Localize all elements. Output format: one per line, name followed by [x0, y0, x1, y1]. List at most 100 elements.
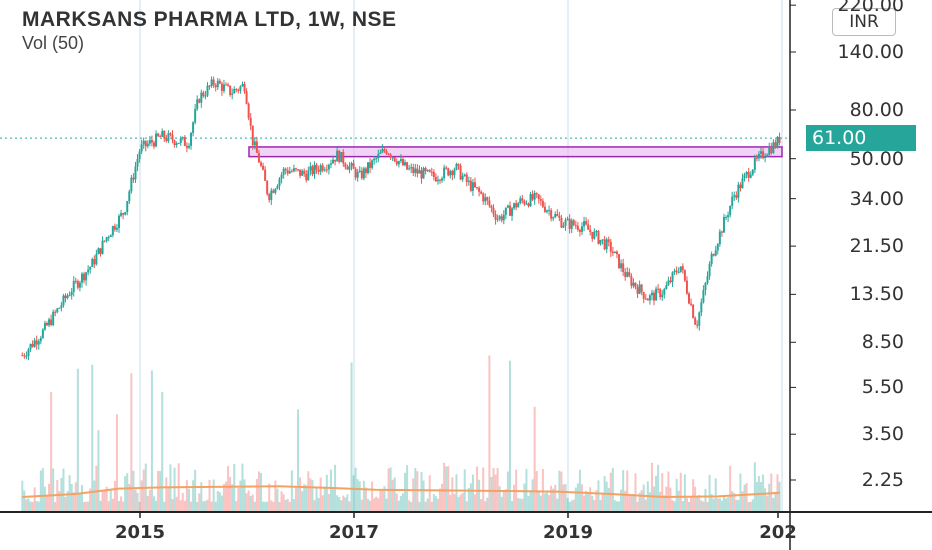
- candle-body: [727, 215, 730, 218]
- volume-bar: [613, 500, 616, 512]
- candle-body: [216, 80, 219, 88]
- volume-bar: [626, 470, 629, 512]
- volume-bar: [138, 501, 141, 512]
- volume-bar: [101, 489, 104, 512]
- candle-body: [653, 292, 656, 301]
- volume-bar: [685, 498, 688, 512]
- candle-body: [543, 206, 546, 212]
- candle-body: [118, 215, 121, 228]
- volume-bar: [640, 490, 643, 512]
- y-tick-marks: [790, 4, 796, 481]
- volume-bar: [665, 486, 668, 512]
- volume-bar: [97, 430, 100, 512]
- candle-body: [725, 217, 728, 219]
- candle-body: [476, 187, 479, 189]
- candle-body: [521, 198, 524, 201]
- candle-body: [753, 157, 756, 170]
- volume-bar: [733, 492, 736, 512]
- volume-bar: [508, 360, 511, 512]
- candle-body: [741, 178, 744, 189]
- price-candles: [21, 76, 781, 361]
- candle-body: [43, 323, 46, 330]
- volume-bar: [206, 499, 209, 512]
- candle-body: [607, 239, 610, 242]
- candle-body: [136, 158, 139, 167]
- candle-body: [506, 205, 509, 208]
- volume-legend: Vol (50): [22, 33, 85, 53]
- volume-bar: [677, 490, 680, 512]
- volume-bar: [299, 477, 302, 512]
- candle-body: [120, 213, 123, 216]
- candle-body: [21, 355, 24, 357]
- currency-button[interactable]: INR: [832, 8, 896, 36]
- volume-bar: [103, 489, 106, 512]
- candle-body: [663, 288, 666, 295]
- candle-body: [101, 240, 104, 254]
- candle-body: [340, 152, 343, 163]
- volume-bar: [148, 489, 151, 512]
- candle-body: [356, 171, 359, 178]
- candle-body: [360, 170, 363, 179]
- candle-body: [564, 220, 567, 226]
- candle-body: [315, 164, 318, 170]
- volume-bar: [451, 477, 454, 512]
- volume-bar: [657, 464, 660, 512]
- volume-bar: [85, 501, 88, 512]
- volume-bar: [196, 501, 199, 512]
- volume-bar: [447, 466, 450, 512]
- candle-body: [381, 149, 384, 153]
- candle-body: [729, 205, 732, 216]
- candle-body: [78, 282, 81, 288]
- volume-bar: [589, 487, 592, 512]
- volume-bar: [35, 501, 38, 512]
- candle-body: [599, 239, 602, 244]
- volume-bar: [529, 490, 532, 512]
- candle-body: [762, 151, 765, 159]
- volume-bar: [504, 489, 507, 512]
- volume-ma-line: [22, 485, 780, 499]
- volume-bar: [305, 485, 308, 512]
- candle-body: [519, 198, 522, 204]
- volume-bar: [749, 501, 752, 512]
- candle-body: [502, 214, 505, 221]
- volume-bar: [755, 481, 758, 512]
- volume-bar: [741, 491, 744, 512]
- volume-bar: [23, 490, 26, 512]
- volume-bar: [667, 471, 670, 512]
- volume-bar: [266, 501, 269, 512]
- volume-bar: [284, 500, 287, 512]
- candle-body: [373, 158, 376, 161]
- candle-body: [91, 258, 94, 267]
- chart-title: MARKSANS PHARMA LTD, 1W, NSE: [22, 8, 397, 31]
- candle-body: [471, 182, 474, 191]
- volume-bar: [412, 478, 415, 512]
- candle-body: [655, 288, 658, 301]
- candle-body: [675, 270, 678, 273]
- candle-body: [626, 272, 629, 277]
- candle-body: [683, 269, 686, 281]
- volume-bar: [655, 475, 658, 512]
- volume-bar: [346, 494, 349, 512]
- volume-bar: [597, 480, 600, 512]
- candle-body: [76, 281, 79, 288]
- volume-bar: [99, 500, 102, 512]
- volume-bar: [432, 494, 435, 512]
- candle-body: [529, 194, 532, 207]
- candle-body: [562, 225, 565, 228]
- candle-body: [708, 264, 711, 277]
- candle-body: [344, 163, 347, 168]
- candle-body: [486, 197, 489, 201]
- candle-body: [80, 273, 83, 283]
- candle-body: [667, 280, 670, 286]
- volume-bar: [373, 498, 376, 512]
- candle-body: [757, 153, 760, 159]
- volume-bar: [120, 496, 123, 512]
- resistance-zone[interactable]: [248, 146, 783, 158]
- candle-body: [194, 108, 197, 123]
- volume-bar: [716, 498, 719, 512]
- candle-body: [167, 133, 170, 142]
- candle-body: [371, 160, 374, 168]
- candle-body: [175, 143, 178, 146]
- volume-bar: [327, 494, 330, 512]
- volume-bar: [369, 500, 372, 512]
